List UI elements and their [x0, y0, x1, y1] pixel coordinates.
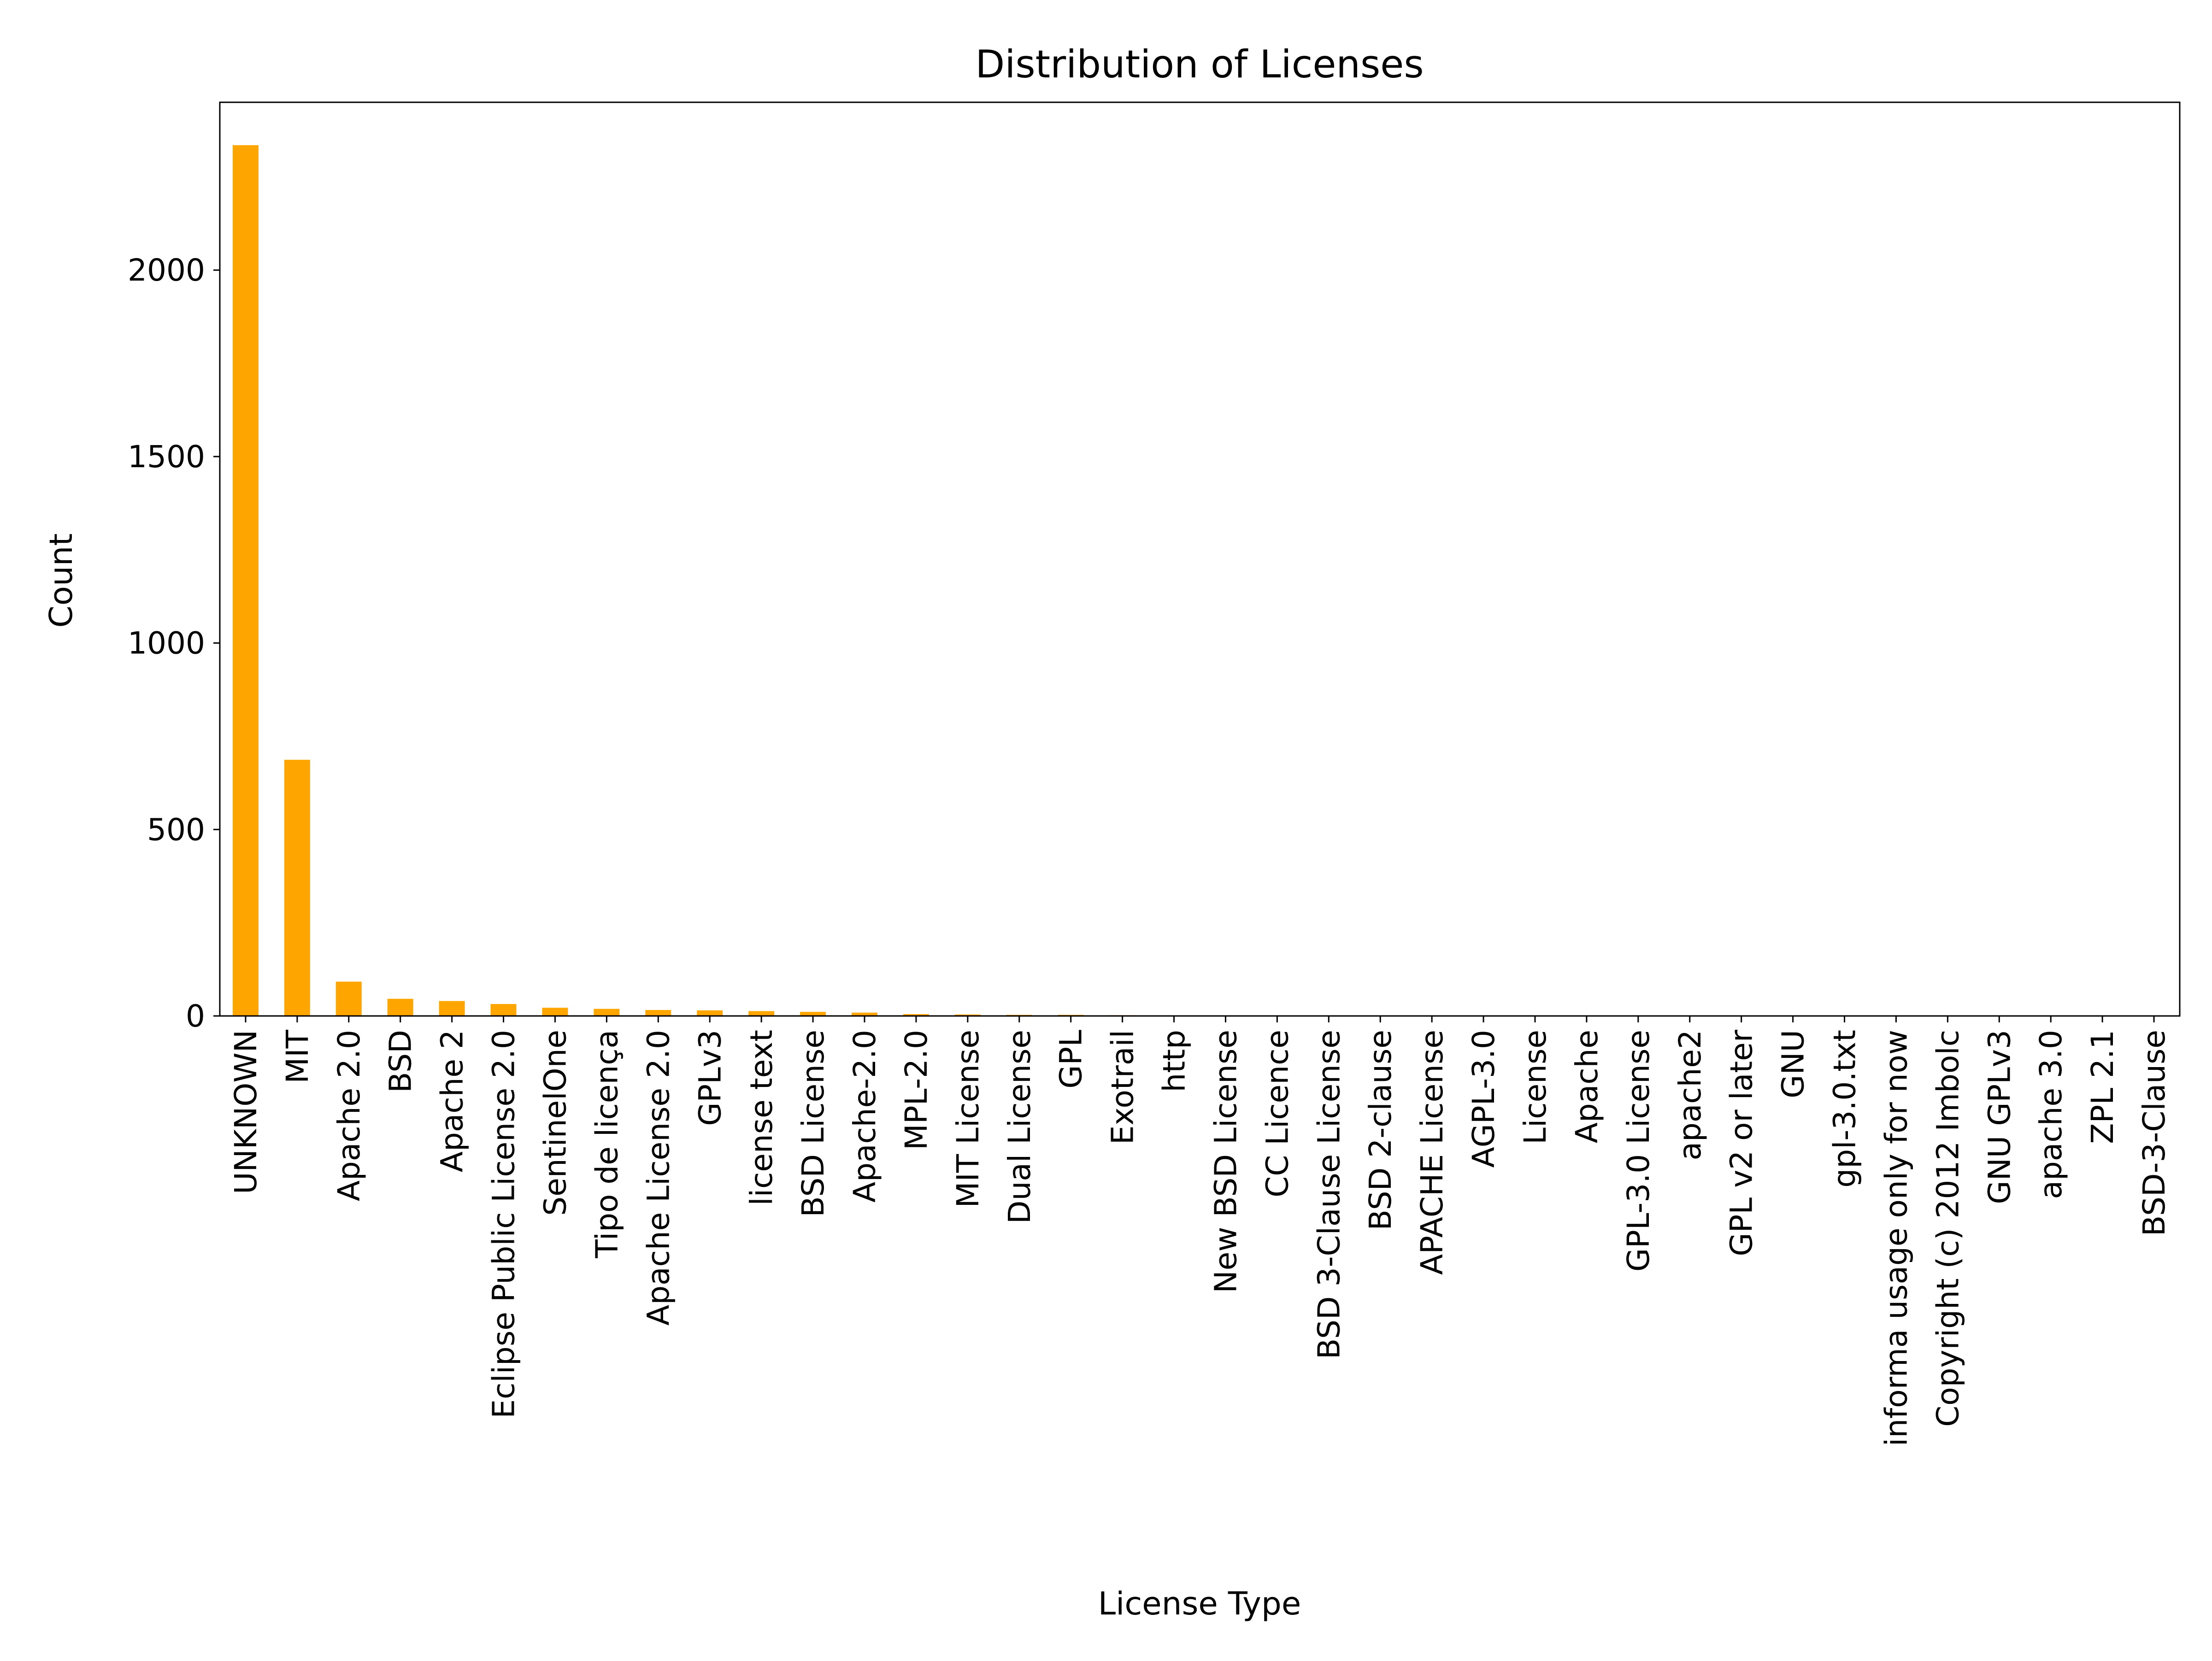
x-tick-label: BSD License: [795, 1030, 831, 1217]
x-tick-label: GPL-3.0 License: [1621, 1030, 1656, 1272]
x-tick-label: license text: [744, 1030, 779, 1206]
x-tick-label: Apache 2.0: [331, 1030, 367, 1201]
x-tick-label: ZPL 2.1: [2085, 1030, 2120, 1144]
x-tick-label: Dual License: [1002, 1030, 1037, 1224]
bar-5: [490, 1004, 517, 1016]
y-tick-label: 1000: [128, 626, 205, 661]
x-tick-label: Apache 2: [435, 1030, 470, 1172]
x-tick-label: GNU: [1776, 1030, 1811, 1098]
bar-0: [232, 145, 259, 1016]
x-tick-label: CC Licence: [1259, 1030, 1295, 1197]
bar-8: [645, 1010, 671, 1016]
bar-11: [800, 1012, 826, 1016]
bar-3: [387, 998, 413, 1016]
y-tick-label: 500: [147, 812, 205, 847]
x-tick-label: http: [1157, 1030, 1192, 1092]
bar-13: [903, 1014, 929, 1016]
y-tick-label: 1500: [128, 439, 205, 475]
x-axis-label: License Type: [1098, 1585, 1301, 1622]
y-axis-label: Count: [43, 534, 80, 628]
x-tick-label: informa usage only for now: [1878, 1030, 1914, 1446]
x-tick-label: BSD 3-Clause License: [1311, 1030, 1347, 1359]
x-tick-label: Apache License 2.0: [641, 1030, 676, 1326]
bar-10: [748, 1011, 775, 1016]
bar-7: [594, 1009, 620, 1016]
x-tick-label: GPL v2 or later: [1724, 1029, 1759, 1256]
bars-layer: [232, 145, 2167, 1016]
x-tick-label: BSD 2-clause: [1363, 1030, 1398, 1231]
x-tick-label: Exotrail: [1105, 1030, 1141, 1145]
axes-layer: UNKNOWN MIT Apache 2.0 BSD Apache 2 Eclipse P…: [128, 101, 2181, 1446]
bar-9: [697, 1010, 723, 1016]
x-tick-label: New BSD License: [1208, 1030, 1243, 1293]
x-tick-label: Apache: [1569, 1030, 1605, 1143]
x-tick-label: BSD-3-Clause: [2136, 1030, 2172, 1236]
x-tick-label: apache 3.0: [2033, 1030, 2069, 1199]
y-tick-label: 0: [186, 998, 205, 1034]
x-tick-label: gpl-3.0.txt: [1827, 1030, 1863, 1188]
x-tick-label: UNKNOWN: [228, 1030, 264, 1194]
x-tick-label: Tipo de licença: [589, 1030, 624, 1258]
x-tick-label: apache2: [1672, 1030, 1708, 1161]
x-tick-label: BSD: [383, 1030, 418, 1093]
x-tick-label: Eclipse Public License 2.0: [486, 1030, 522, 1419]
x-tick-label: AGPL-3.0: [1466, 1030, 1501, 1168]
x-tick-label: License: [1518, 1030, 1553, 1145]
bar-14: [954, 1014, 981, 1016]
x-tick-label: GNU GPLv3: [1982, 1030, 2017, 1204]
x-tick-label: GPL: [1053, 1030, 1089, 1089]
x-tick-label: MIT: [280, 1029, 315, 1083]
bar-12: [852, 1012, 877, 1016]
bar-2: [335, 981, 362, 1016]
x-tick-label: GPLv3: [692, 1030, 728, 1126]
x-tick-label: SentinelOne: [537, 1030, 573, 1216]
bar-1: [284, 759, 310, 1016]
chart-title: Distribution of Licenses: [975, 42, 1424, 87]
x-tick-label: MPL-2.0: [899, 1030, 934, 1150]
y-tick-label: 2000: [128, 252, 205, 288]
x-tick-label: Copyright (c) 2012 Imbolc: [1930, 1030, 1965, 1427]
bar-6: [542, 1008, 568, 1016]
x-tick-label: APACHE License: [1414, 1030, 1450, 1275]
x-tick-label: Apache-2.0: [847, 1030, 882, 1203]
bar-4: [439, 1001, 465, 1016]
x-tick-label: MIT License: [950, 1030, 986, 1208]
plot-frame: [219, 101, 2181, 1017]
